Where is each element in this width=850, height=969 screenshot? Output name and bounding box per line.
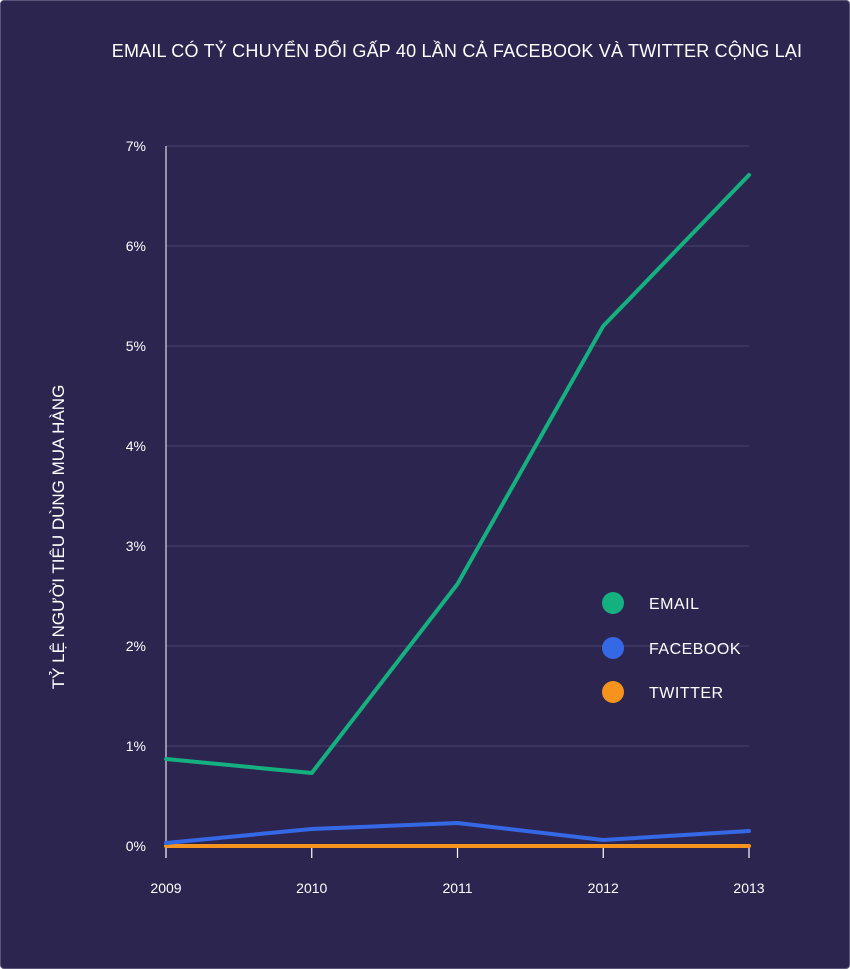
y-tick-label: 0% bbox=[126, 838, 146, 854]
legend-label-email: EMAIL bbox=[649, 596, 700, 613]
legend-marker-facebook bbox=[602, 637, 624, 659]
legend-label-twitter: TWITTER bbox=[649, 685, 724, 702]
legend-marker-twitter bbox=[602, 681, 624, 703]
x-tick-label: 2013 bbox=[733, 880, 764, 896]
legend-label-facebook: FACEBOOK bbox=[649, 641, 741, 658]
y-tick-label: 4% bbox=[126, 438, 146, 454]
x-tick-label: 2012 bbox=[588, 880, 619, 896]
y-tick-label: 7% bbox=[126, 138, 146, 154]
x-tick-label: 2011 bbox=[442, 880, 472, 896]
y-tick-label: 3% bbox=[126, 538, 146, 554]
x-tick-label: 2010 bbox=[296, 880, 327, 896]
x-tick-label: 2009 bbox=[150, 880, 181, 896]
y-tick-label: 6% bbox=[126, 238, 146, 254]
y-tick-label: 2% bbox=[126, 638, 146, 654]
y-tick-label: 5% bbox=[126, 338, 146, 354]
chart-title: EMAIL CÓ TỶ CHUYỂN ĐỔI GẤP 40 LẦN CẢ FAC… bbox=[111, 41, 803, 61]
legend-marker-email bbox=[602, 592, 624, 614]
series-line-email bbox=[164, 173, 751, 775]
y-tick-label: 1% bbox=[126, 738, 146, 754]
series-line-facebook bbox=[164, 821, 751, 845]
